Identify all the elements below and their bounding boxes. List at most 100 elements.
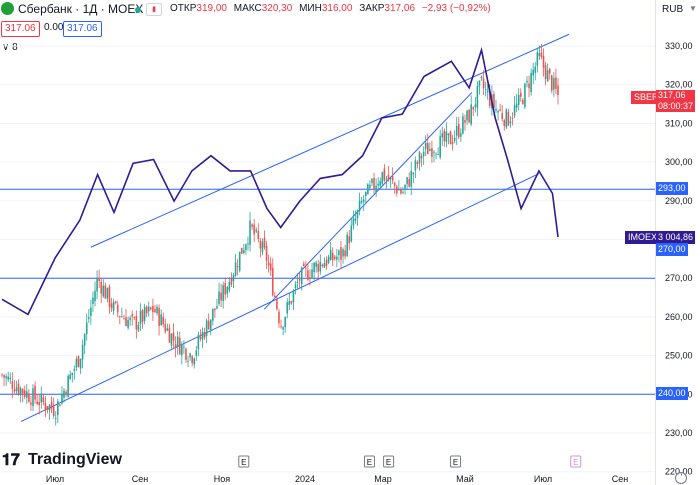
candle-body bbox=[513, 105, 516, 116]
candle-body bbox=[296, 282, 299, 283]
candle-body bbox=[422, 151, 425, 156]
close-label: ЗАКР bbox=[359, 3, 385, 14]
candle-body bbox=[278, 311, 280, 324]
candle-body bbox=[342, 249, 344, 257]
candle-body bbox=[205, 320, 208, 337]
candle-body bbox=[319, 261, 322, 272]
earnings-event-label: E bbox=[367, 458, 372, 467]
currency-selector[interactable]: RUB bbox=[662, 4, 684, 15]
x-axis-tick-label: 2024 bbox=[295, 474, 315, 484]
candle-body bbox=[26, 391, 28, 398]
candle-body bbox=[52, 406, 55, 417]
candle-body bbox=[269, 263, 272, 271]
candle-body bbox=[348, 236, 351, 244]
candle-body bbox=[453, 137, 456, 141]
candle-body bbox=[265, 246, 268, 261]
candle-body bbox=[267, 262, 270, 266]
candle-body bbox=[83, 334, 86, 346]
y-axis-tick-label: 260,00 bbox=[665, 312, 693, 322]
candle-body bbox=[294, 284, 297, 289]
candle-body bbox=[424, 143, 427, 149]
candle-body bbox=[160, 314, 162, 326]
candle-body bbox=[59, 404, 61, 407]
candle-body bbox=[300, 267, 303, 285]
y-axis-tick-label: 270,00 bbox=[665, 273, 693, 283]
candle-body bbox=[497, 111, 499, 113]
y-axis-tick-label: 310,00 bbox=[665, 118, 693, 128]
earnings-event-marker bbox=[363, 455, 375, 468]
candle-body bbox=[356, 210, 359, 219]
candle-body bbox=[445, 131, 448, 142]
symbol-title[interactable]: Сбербанк · 1Д · MOEX bbox=[18, 2, 144, 16]
imoex-value-tag: 3 004,86 bbox=[656, 231, 696, 244]
candle-body bbox=[199, 336, 202, 340]
candle-body bbox=[307, 270, 309, 280]
candle-body bbox=[220, 292, 222, 301]
buy-button[interactable]: 317.06 bbox=[63, 21, 102, 37]
high-value: 320,30 bbox=[261, 3, 293, 14]
chevron-down-icon[interactable]: ▼ bbox=[689, 4, 697, 13]
candle-body bbox=[63, 390, 65, 398]
candle-body bbox=[298, 279, 301, 281]
candle-body bbox=[548, 68, 551, 74]
sber-last-price: 317,06 bbox=[658, 90, 686, 100]
change-value: −2,93 (−0,92%) bbox=[421, 3, 491, 14]
candle-body bbox=[271, 267, 274, 296]
candle-body bbox=[420, 155, 423, 159]
candle-body bbox=[538, 52, 541, 57]
candle-body bbox=[57, 401, 59, 416]
candle-body bbox=[96, 277, 98, 292]
candle-body bbox=[94, 290, 96, 302]
candle-body bbox=[519, 92, 522, 97]
y-axis-tick-label: 300,00 bbox=[665, 157, 693, 167]
candle-body bbox=[449, 131, 452, 145]
candle-body bbox=[108, 286, 111, 307]
candle-body bbox=[257, 230, 260, 240]
candle-body bbox=[137, 324, 140, 331]
candle-body bbox=[528, 83, 530, 89]
candle-body bbox=[216, 306, 218, 309]
candle-body bbox=[544, 65, 547, 79]
flag-icon[interactable]: ▮ bbox=[146, 3, 162, 16]
candle-body bbox=[499, 109, 501, 111]
candle-body bbox=[36, 401, 38, 405]
candle-body bbox=[75, 359, 78, 368]
candle-body bbox=[133, 317, 136, 318]
candle-body bbox=[44, 402, 47, 410]
candle-body bbox=[230, 278, 233, 285]
candle-body bbox=[553, 78, 555, 90]
candle-body bbox=[112, 302, 115, 311]
candle-body bbox=[166, 328, 169, 331]
candle-body bbox=[143, 307, 146, 322]
sell-button[interactable]: 317.06 bbox=[1, 21, 40, 37]
candle-body bbox=[383, 168, 386, 181]
candle-body bbox=[154, 309, 156, 313]
high-label: МАКС bbox=[233, 3, 262, 14]
gear-icon[interactable] bbox=[675, 472, 687, 484]
candle-body bbox=[507, 111, 510, 126]
candle-body bbox=[486, 90, 489, 93]
imoex-overlay-line bbox=[1, 46, 559, 316]
candle-body bbox=[302, 263, 305, 266]
candle-body bbox=[54, 417, 57, 419]
indicators-toggle[interactable]: ∨ 8 bbox=[2, 42, 18, 53]
imoex-symbol-tag: IMOEX bbox=[625, 231, 661, 244]
candle-body bbox=[418, 152, 421, 164]
candle-body bbox=[379, 181, 382, 186]
candle-body bbox=[152, 305, 154, 313]
candle-body bbox=[131, 314, 134, 317]
y-axis-tick-label: 230,00 bbox=[665, 428, 693, 438]
candle-body bbox=[158, 307, 160, 327]
candle-body bbox=[433, 152, 435, 154]
candle-body bbox=[13, 389, 16, 392]
open-value: 319,00 bbox=[196, 3, 227, 14]
candle-body bbox=[336, 256, 338, 260]
candle-body bbox=[245, 244, 247, 251]
candle-body bbox=[493, 94, 495, 108]
candle-body bbox=[402, 192, 404, 193]
candle-body bbox=[102, 285, 105, 297]
close-value: 317,06 bbox=[384, 3, 416, 14]
candle-body bbox=[164, 324, 167, 332]
candle-body bbox=[110, 303, 113, 309]
